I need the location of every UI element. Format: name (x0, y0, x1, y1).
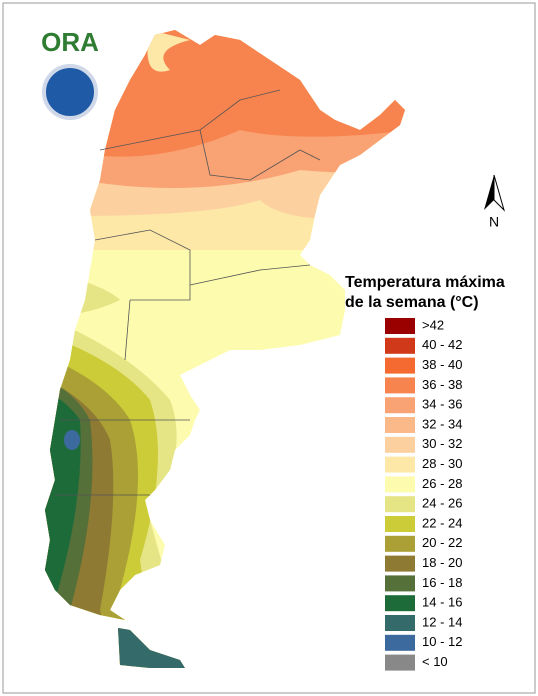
legend-swatch (385, 575, 415, 592)
legend-label: 38 - 40 (422, 357, 462, 372)
legend-label: 10 - 12 (422, 634, 462, 649)
legend-swatch (385, 535, 415, 552)
legend-label: 32 - 34 (422, 416, 462, 431)
legend-label: 22 - 24 (422, 515, 462, 530)
logo-text: ORA (41, 27, 99, 57)
legend-label: 34 - 36 (422, 397, 462, 412)
legend-swatch (385, 337, 415, 354)
province-borders (55, 89, 321, 496)
legend-label: 14 - 16 (422, 595, 462, 610)
legend-label: 24 - 26 (422, 496, 462, 511)
legend-swatch (385, 456, 415, 473)
legend-swatch (385, 357, 415, 374)
legend-swatch (385, 555, 415, 572)
legend-swatch (385, 595, 415, 612)
legend-label: 20 - 22 (422, 535, 462, 550)
legend-label: 26 - 28 (422, 476, 462, 491)
legend-label: 40 - 42 (422, 337, 462, 352)
legend-swatch (385, 516, 415, 532)
legend-label: >42 (422, 317, 444, 332)
legend-swatch (385, 476, 415, 493)
legend-label: 16 - 18 (422, 575, 462, 590)
legend-swatch (385, 615, 415, 631)
legend-label: 30 - 32 (422, 436, 462, 451)
north-label: N (489, 214, 499, 230)
legend-swatch (385, 397, 415, 414)
seal (42, 64, 98, 120)
legend-label: 28 - 30 (422, 456, 462, 471)
legend-title: Temperatura máxima (345, 274, 505, 291)
legend-label: 18 - 20 (422, 555, 462, 570)
legend-label: 36 - 38 (422, 377, 462, 392)
legend-swatch (385, 417, 415, 433)
logo: ORA (41, 27, 99, 120)
legend-swatch (385, 654, 415, 671)
legend-swatch (385, 496, 415, 513)
legend-label: 12 - 14 (422, 614, 462, 629)
legend-title: de la semana (°C) (345, 294, 479, 311)
north-arrow: N (484, 174, 506, 230)
legend: Temperatura máxima de la semana (°C) >42 40… (345, 274, 505, 671)
legend-swatch (385, 634, 415, 651)
legend-label: < 10 (422, 654, 448, 669)
legend-swatch (385, 377, 415, 394)
legend-swatch (385, 436, 415, 453)
legend-swatch (385, 318, 415, 334)
